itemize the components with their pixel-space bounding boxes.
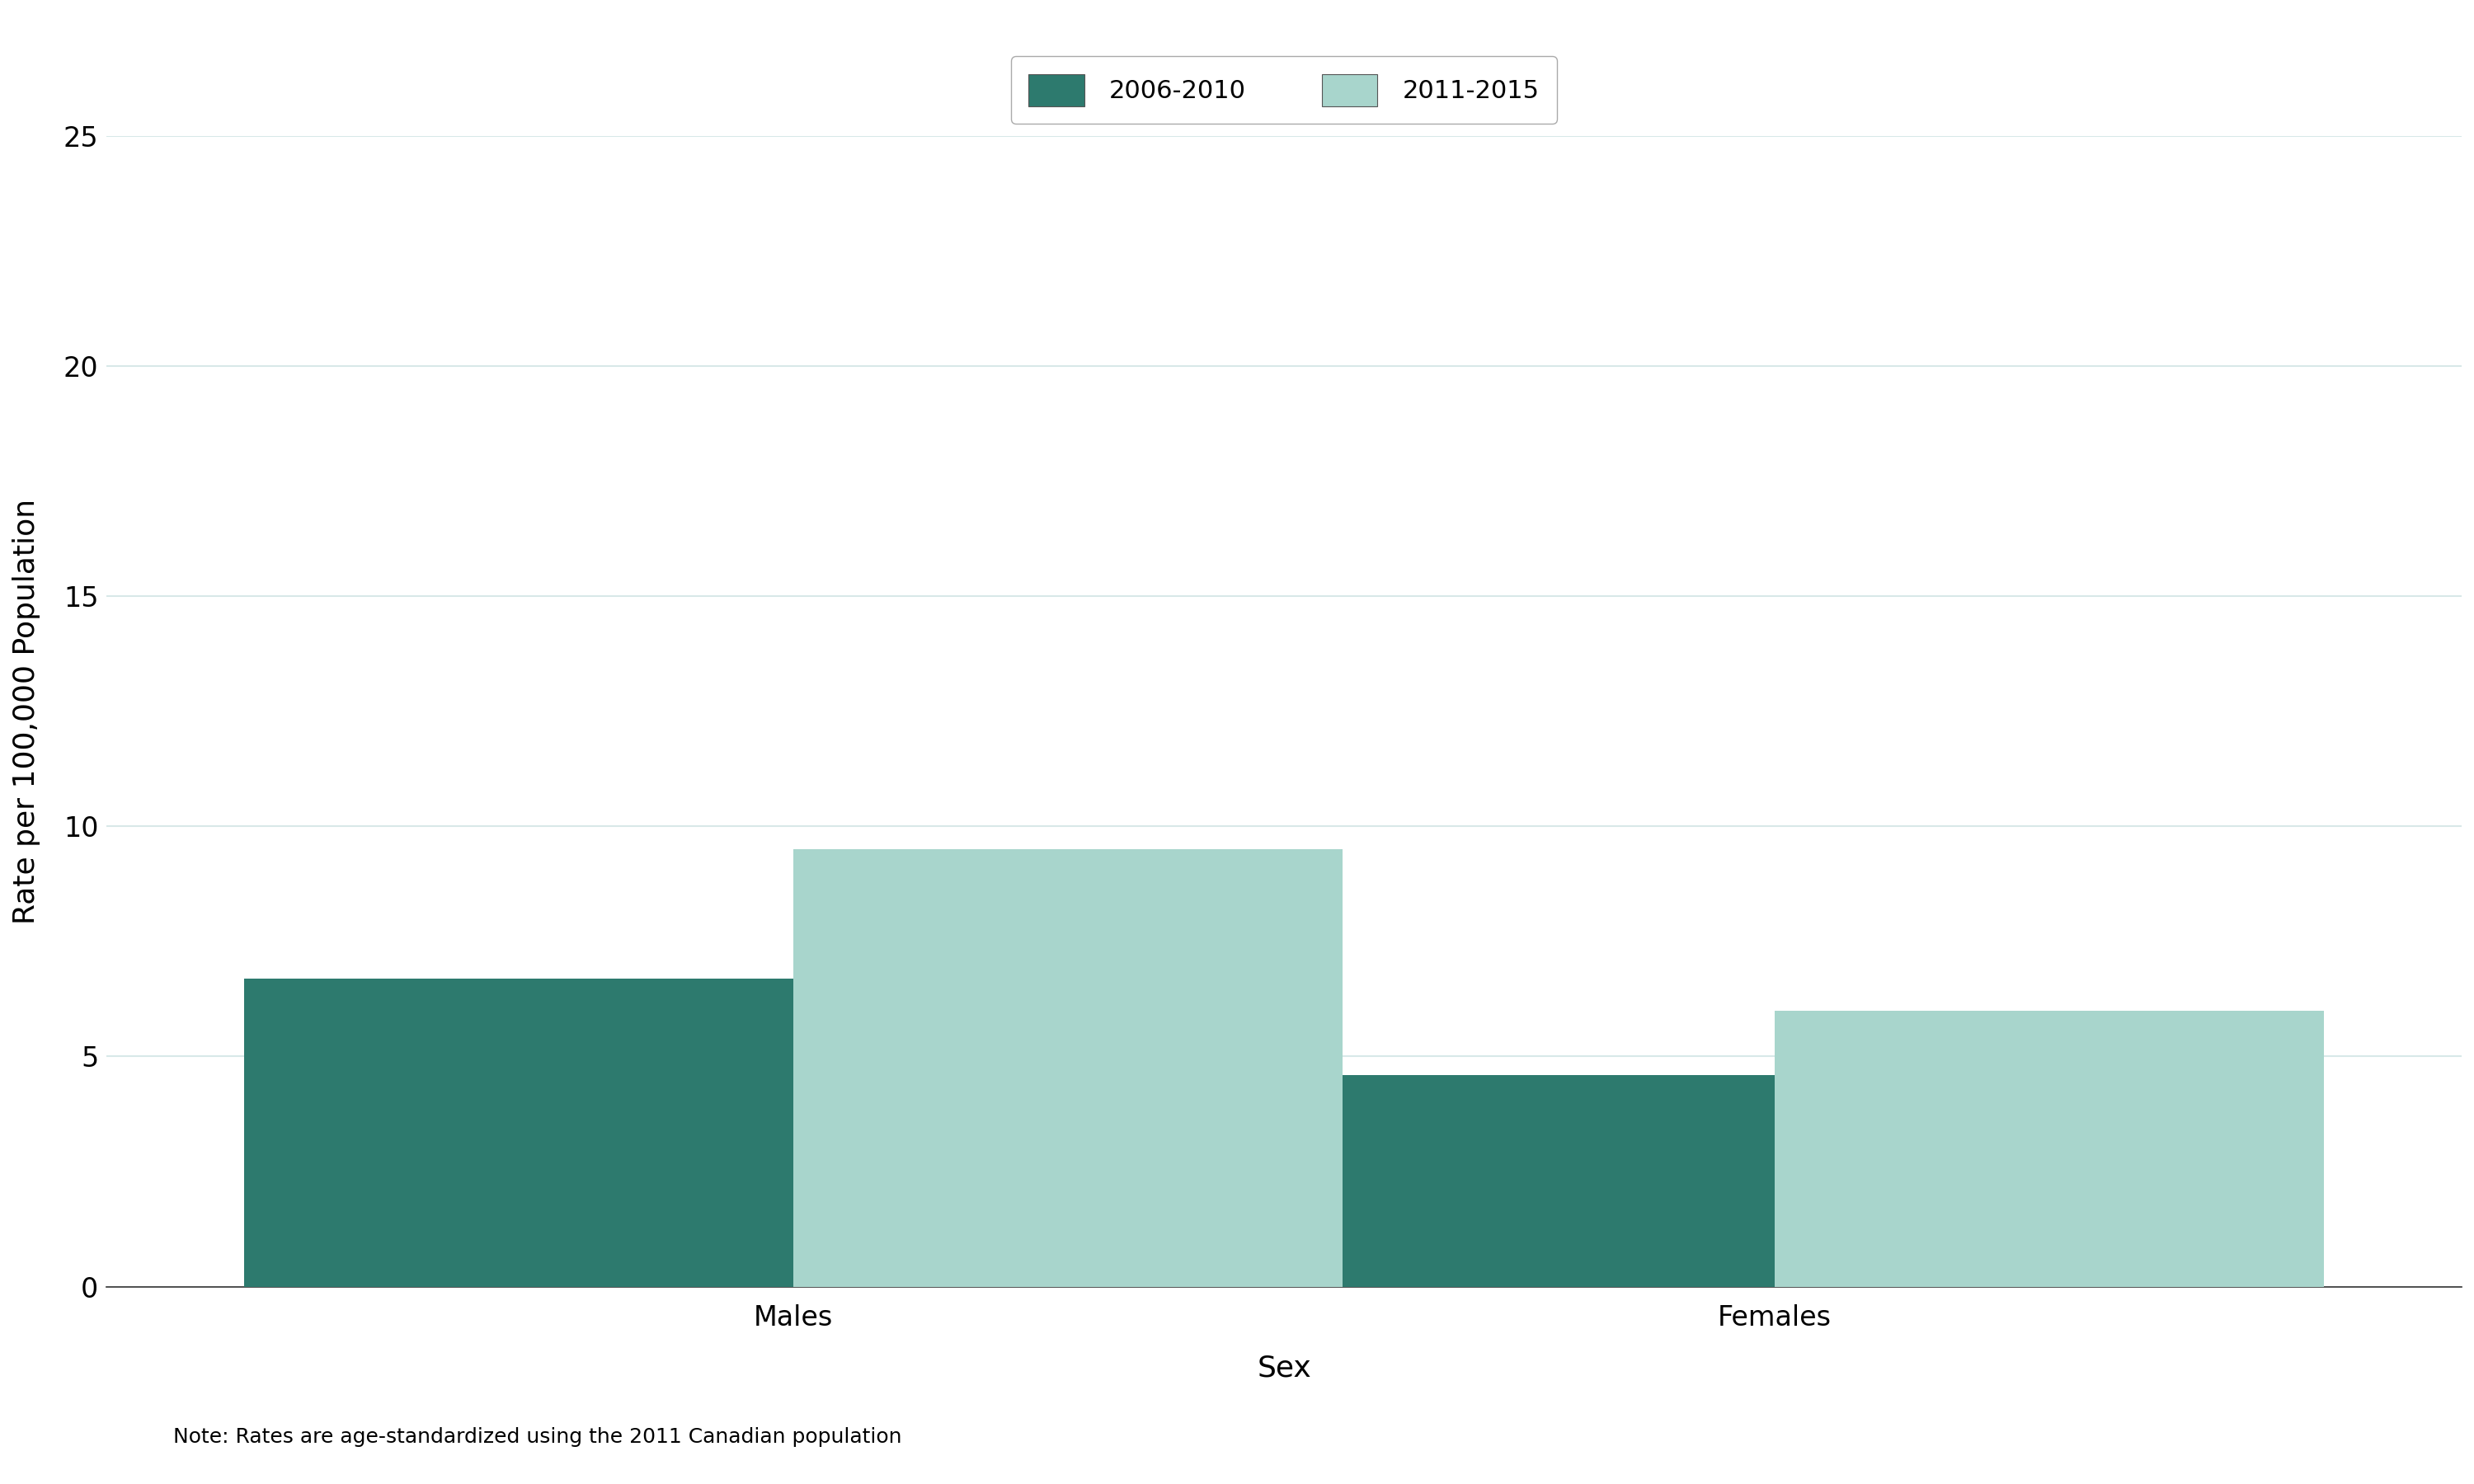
Bar bbox=[1225, 1074, 1774, 1287]
Bar bbox=[794, 849, 1343, 1287]
Bar bbox=[245, 978, 794, 1287]
Y-axis label: Rate per 100,000 Population: Rate per 100,000 Population bbox=[12, 499, 40, 925]
Text: Note: Rates are age-standardized using the 2011 Canadian population: Note: Rates are age-standardized using t… bbox=[173, 1428, 901, 1447]
Bar bbox=[1774, 1011, 2323, 1287]
X-axis label: Sex: Sex bbox=[1257, 1355, 1311, 1383]
Legend: 2006-2010, 2011-2015: 2006-2010, 2011-2015 bbox=[1012, 56, 1556, 123]
